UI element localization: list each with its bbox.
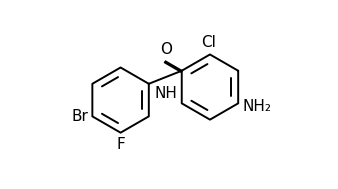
Text: F: F (116, 137, 125, 152)
Text: NH₂: NH₂ (243, 99, 272, 114)
Text: Cl: Cl (201, 35, 216, 50)
Text: Br: Br (72, 109, 89, 124)
Text: O: O (161, 42, 173, 57)
Text: NH: NH (155, 86, 178, 101)
